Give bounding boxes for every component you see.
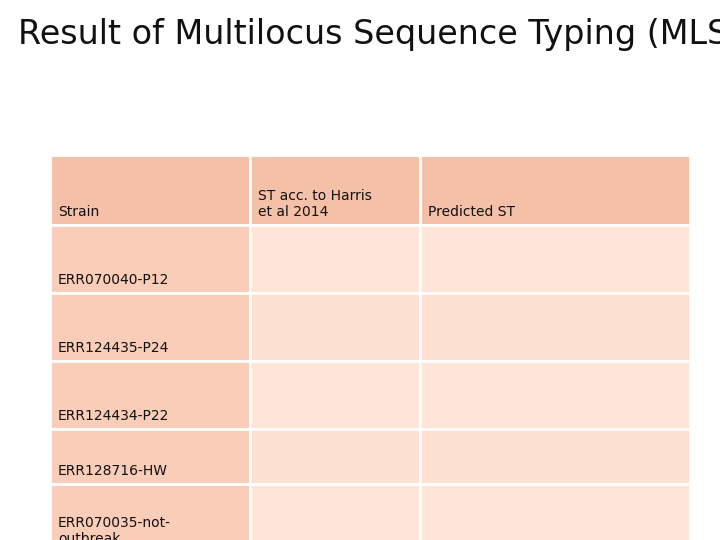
- Bar: [420, 225, 690, 293]
- Text: Strain: Strain: [58, 205, 99, 219]
- Bar: [250, 293, 420, 361]
- Bar: [420, 429, 690, 484]
- Bar: [50, 155, 250, 225]
- Bar: [250, 155, 420, 225]
- Text: ERR124435-P24: ERR124435-P24: [58, 341, 169, 355]
- Text: Result of Multilocus Sequence Typing (MLST): Result of Multilocus Sequence Typing (ML…: [18, 18, 720, 51]
- Bar: [420, 361, 690, 429]
- Text: ERR124434-P22: ERR124434-P22: [58, 409, 169, 423]
- Bar: [50, 429, 250, 484]
- Bar: [420, 484, 690, 540]
- Text: ERR070040-P12: ERR070040-P12: [58, 273, 169, 287]
- Bar: [50, 293, 250, 361]
- Bar: [50, 225, 250, 293]
- Text: ERR128716-HW: ERR128716-HW: [58, 464, 168, 478]
- Bar: [50, 361, 250, 429]
- Bar: [420, 293, 690, 361]
- Bar: [420, 155, 690, 225]
- Text: Predicted ST: Predicted ST: [428, 205, 515, 219]
- Text: ST acc. to Harris
et al 2014: ST acc. to Harris et al 2014: [258, 189, 372, 219]
- Bar: [250, 225, 420, 293]
- Bar: [250, 484, 420, 540]
- Bar: [250, 361, 420, 429]
- Text: ERR070035-not-
outbreak: ERR070035-not- outbreak: [58, 516, 171, 540]
- Bar: [50, 484, 250, 540]
- Bar: [250, 429, 420, 484]
